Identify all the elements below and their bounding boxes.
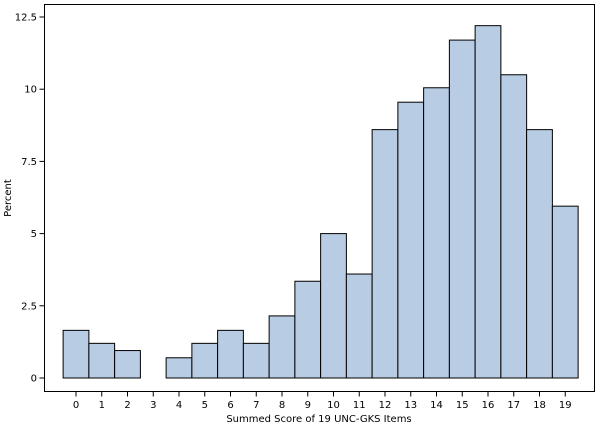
bar-16 — [474, 25, 502, 379]
bar-7 — [242, 342, 270, 379]
x-tick-label: 1 — [99, 400, 105, 411]
bar-5 — [191, 342, 219, 379]
x-tick-label: 0 — [73, 400, 79, 411]
bar-13 — [397, 101, 425, 379]
bar-8 — [268, 315, 296, 379]
x-tick-label: 15 — [456, 400, 469, 411]
y-tick-label: 2.5 — [21, 301, 37, 312]
y-tick-label: 12.5 — [15, 13, 37, 24]
x-axis-label: Summed Score of 19 UNC-GKS Items — [226, 414, 411, 425]
x-tick-label: 16 — [482, 400, 495, 411]
bar-15 — [448, 39, 476, 379]
bar-4 — [165, 357, 193, 379]
bar-9 — [294, 280, 322, 379]
x-tick-label: 10 — [327, 400, 340, 411]
bar-14 — [423, 87, 450, 379]
plot-frame — [44, 4, 595, 392]
y-axis-label: Percent — [3, 179, 14, 217]
bar-2 — [114, 350, 141, 379]
x-tick-label: 2 — [124, 400, 130, 411]
x-tick-label: 6 — [227, 400, 233, 411]
x-axis: 0 1 2 3 4 5 6 7 8 9 10 11 12 13 14 15 16 17 18 19 — [73, 391, 572, 411]
bar-1 — [88, 342, 116, 379]
bar-10 — [320, 233, 347, 379]
y-tick-label: 7.5 — [21, 157, 37, 168]
bar-11 — [345, 273, 373, 379]
bar-18 — [526, 129, 553, 379]
y-tick-label: 5 — [31, 229, 37, 240]
bar-0 — [62, 329, 90, 379]
x-tick-label: 5 — [202, 400, 208, 411]
x-tick-label: 13 — [404, 400, 417, 411]
bar-6 — [217, 329, 244, 379]
x-tick-label: 9 — [305, 400, 311, 411]
x-tick-label: 12 — [379, 400, 392, 411]
x-tick-label: 7 — [253, 400, 259, 411]
x-tick-label: 19 — [559, 400, 572, 411]
y-tick-label: 10 — [24, 85, 37, 96]
y-axis: 0 2.5 5 7.5 10 12.5 — [15, 13, 45, 385]
bar-19 — [551, 205, 579, 379]
x-tick-label: 14 — [430, 400, 443, 411]
x-tick-label: 11 — [353, 400, 366, 411]
x-tick-label: 8 — [279, 400, 285, 411]
bar-17 — [500, 74, 528, 379]
bars-group — [62, 25, 579, 379]
x-tick-label: 3 — [150, 400, 156, 411]
bar-12 — [371, 129, 399, 379]
y-tick-label: 0 — [31, 374, 37, 385]
x-tick-label: 18 — [533, 400, 546, 411]
x-tick-label: 4 — [176, 400, 182, 411]
x-tick-label: 17 — [507, 400, 520, 411]
